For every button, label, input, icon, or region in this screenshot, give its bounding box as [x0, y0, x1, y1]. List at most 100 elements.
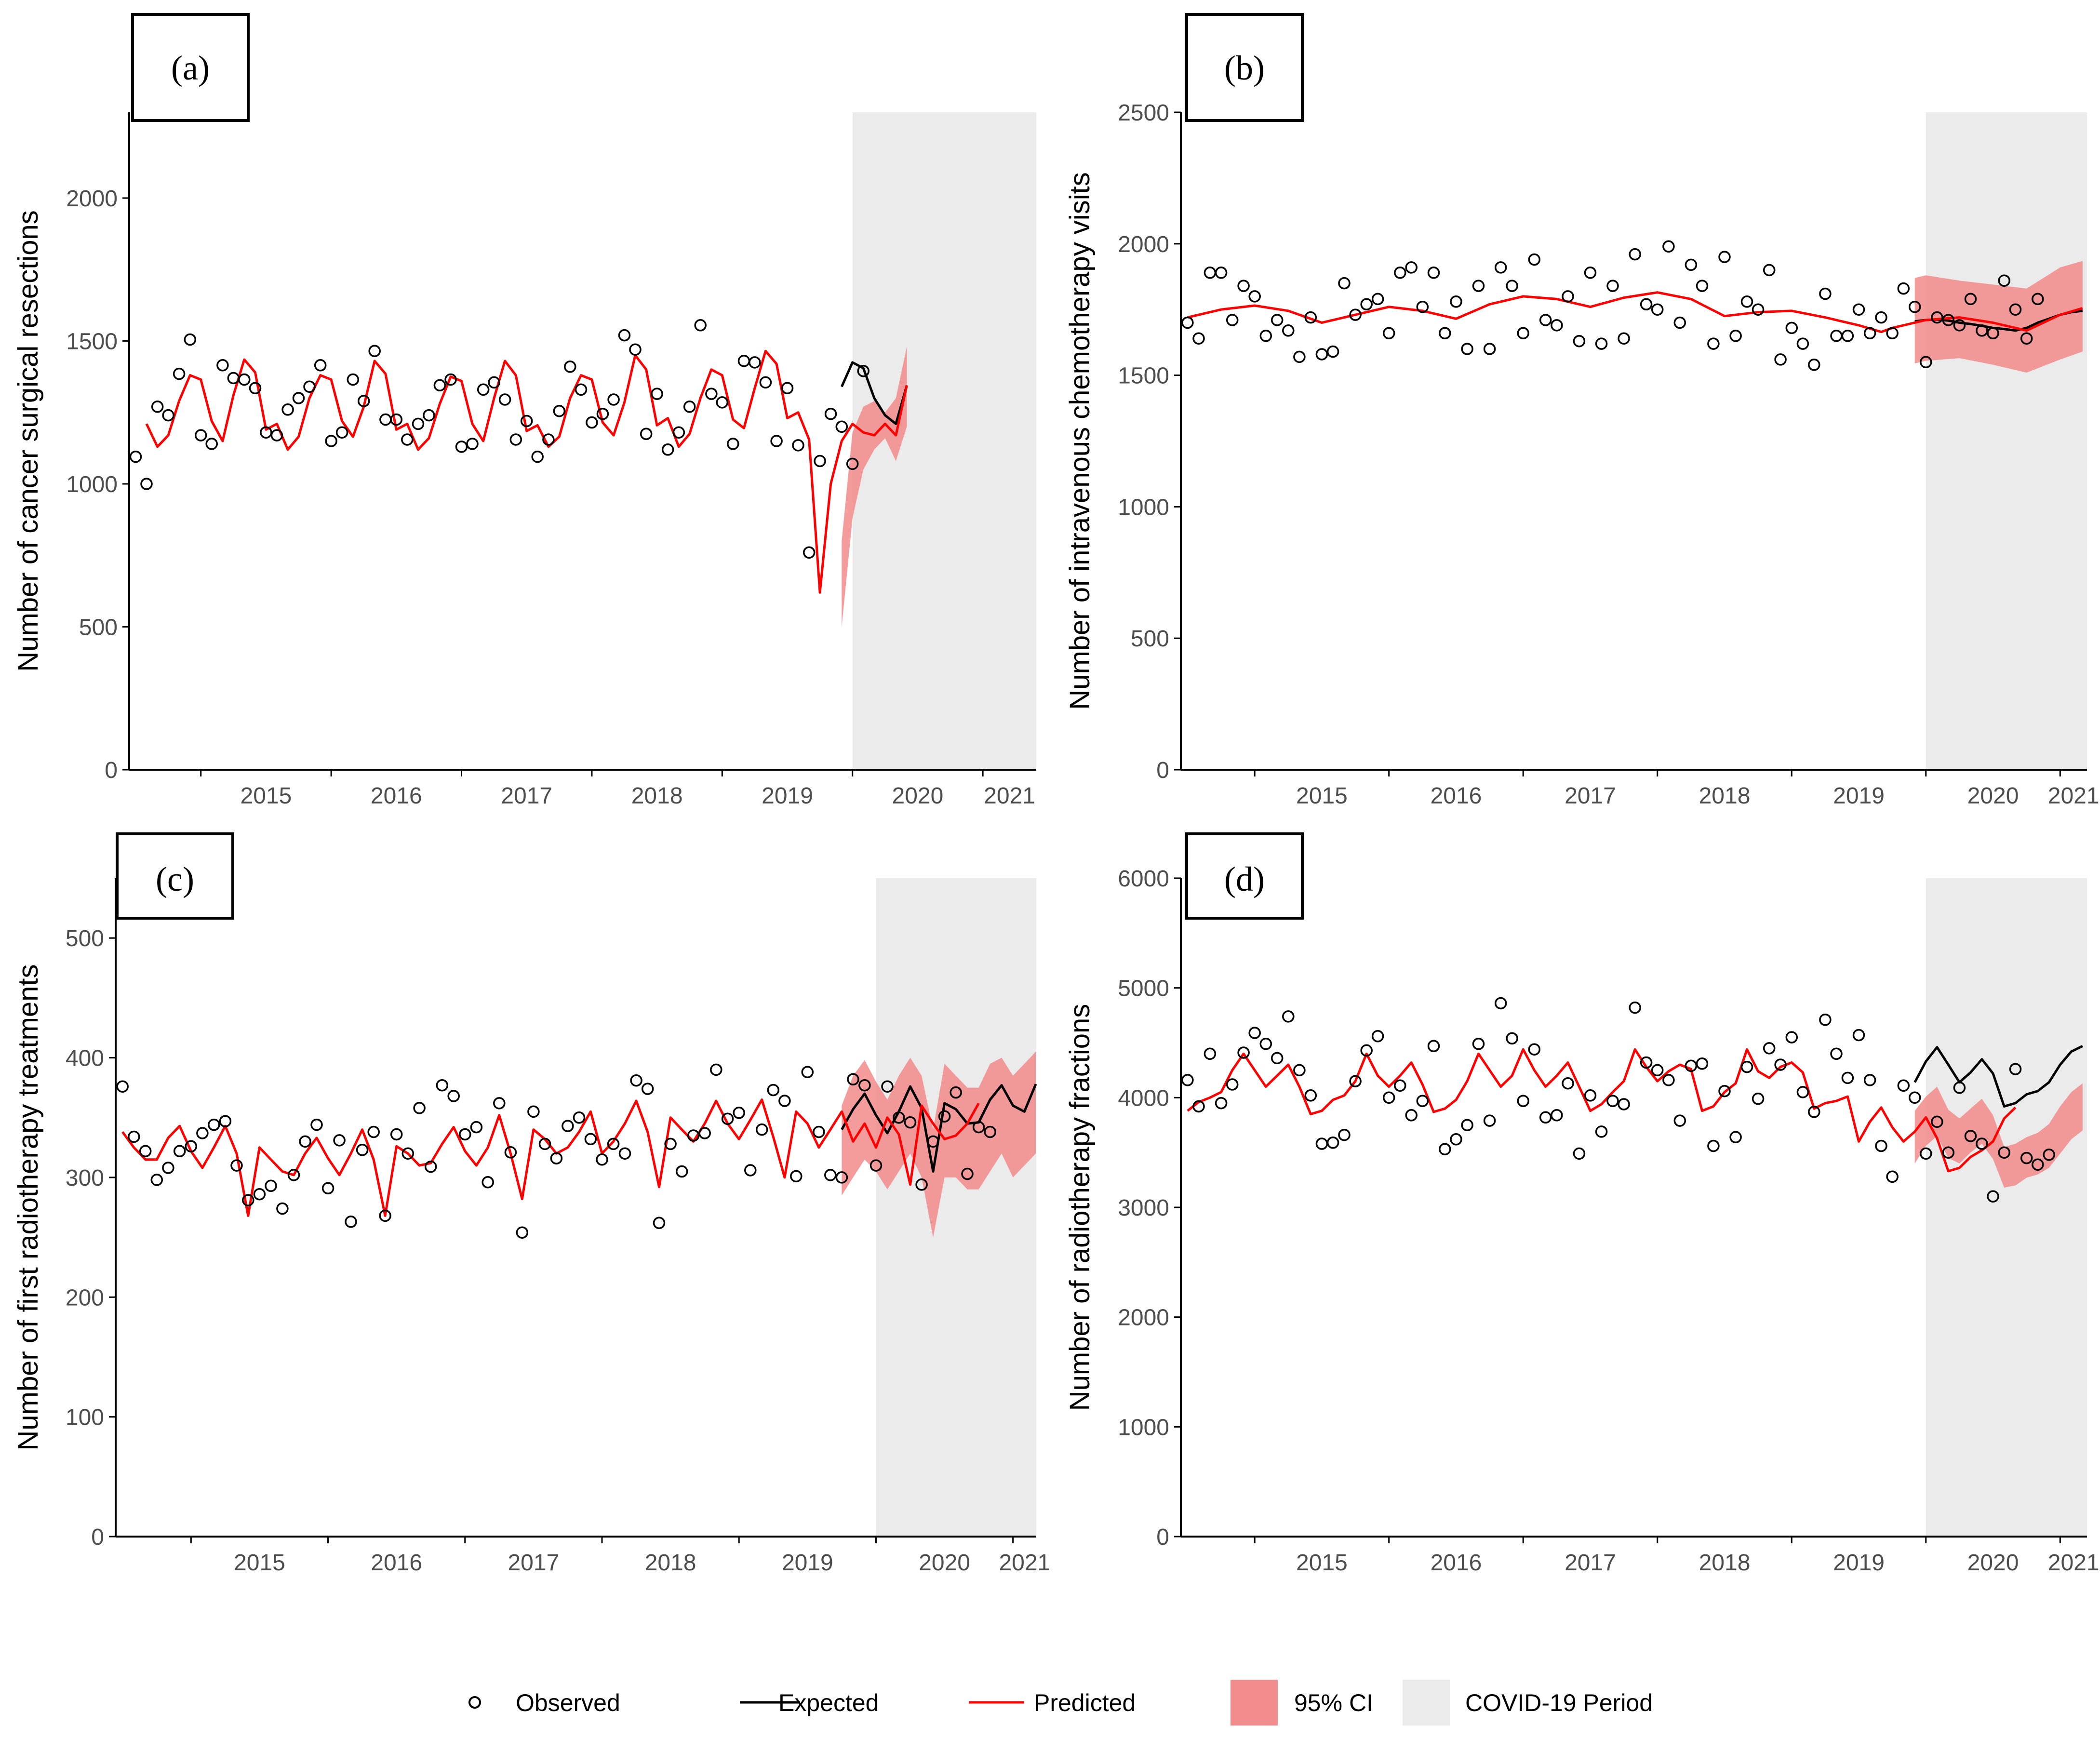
x-tick-label: 2018 — [1699, 783, 1751, 809]
observed-point — [1718, 251, 1731, 263]
observed-point — [205, 438, 218, 450]
observed-point — [710, 1063, 722, 1076]
observed-point — [1785, 321, 1798, 334]
observed-point — [857, 364, 869, 377]
observed-point — [1304, 311, 1317, 324]
observed-point — [705, 388, 718, 400]
expected-line — [841, 1084, 1037, 1173]
ci-ribbon — [1914, 1083, 2083, 1188]
observed-point — [249, 382, 262, 395]
observed-point — [194, 429, 207, 441]
observed-point — [253, 1188, 266, 1201]
observed-point — [424, 1160, 437, 1173]
observed-point — [1517, 1095, 1529, 1107]
x-tick-label: 2021 — [999, 1550, 1050, 1576]
observed-point — [173, 1145, 186, 1158]
observed-point — [904, 1116, 917, 1129]
x-tick-label: 2020 — [1967, 1550, 2019, 1576]
observed-point — [1696, 1057, 1709, 1070]
observed-point — [733, 1107, 745, 1119]
observed-point — [2009, 1063, 2022, 1075]
legend-ci-swatch — [1231, 1680, 1278, 1726]
observed-point — [1461, 343, 1473, 355]
observed-point — [1326, 345, 1339, 358]
panel-label-box — [1185, 832, 1304, 920]
observed-point — [653, 1217, 666, 1230]
x-tick-label: 2019 — [762, 783, 813, 809]
observed-point — [1472, 280, 1485, 292]
observed-point — [1416, 300, 1429, 313]
observed-point — [1326, 1136, 1339, 1149]
observed-point — [333, 1134, 346, 1147]
observed-point — [498, 393, 511, 406]
observed-point — [1315, 1137, 1328, 1150]
observed-point — [1998, 1146, 2010, 1159]
observed-points — [1181, 997, 2055, 1203]
observed-point — [1494, 261, 1507, 274]
observed-point — [1920, 1147, 1932, 1160]
observed-point — [755, 1123, 768, 1136]
observed-point — [390, 413, 403, 426]
observed-point — [390, 1128, 403, 1141]
observed-point — [630, 1074, 642, 1087]
observed-point — [1282, 324, 1295, 337]
observed-point — [1976, 1137, 1988, 1150]
observed-point — [2020, 332, 2033, 345]
y-tick-label: 200 — [66, 1285, 104, 1311]
observed-point — [1875, 1139, 1887, 1152]
observed-point — [520, 415, 533, 428]
observed-point — [1271, 1052, 1284, 1065]
predicted-line — [121, 1098, 980, 1217]
observed-point — [281, 403, 294, 416]
ci-ribbon — [842, 347, 907, 627]
observed-point — [531, 450, 544, 463]
observed-point — [139, 1145, 152, 1158]
observed-point — [1606, 280, 1619, 292]
observed-point — [1338, 1128, 1351, 1141]
observed-point — [1998, 274, 2010, 287]
observed-point — [727, 438, 739, 450]
observed-point — [749, 356, 761, 369]
observed-point — [1673, 316, 1686, 329]
observed-point — [150, 1174, 163, 1186]
observed-point — [1752, 1092, 1765, 1105]
predicted-line — [1187, 1048, 2017, 1173]
y-axis-title: Number of first radiotherapy treatments — [13, 964, 44, 1451]
covid-period-shade — [876, 878, 1036, 1537]
observed-point — [1371, 1030, 1384, 1043]
y-tick-label: 6000 — [1118, 866, 1169, 892]
observed-point — [1774, 353, 1787, 366]
observed-point — [242, 1194, 254, 1206]
observed-point — [1573, 1147, 1586, 1160]
observed-point — [835, 420, 848, 433]
observed-point — [984, 1125, 996, 1138]
observed-point — [869, 1159, 883, 1172]
observed-point — [1841, 330, 1854, 342]
observed-point — [276, 1202, 289, 1215]
observed-point — [1304, 1089, 1317, 1102]
observed-point — [466, 438, 479, 450]
observed-point — [423, 409, 435, 422]
observed-point — [1215, 1097, 1228, 1110]
observed-point — [1808, 359, 1820, 371]
observed-point — [1852, 303, 1865, 316]
observed-point — [1483, 1114, 1496, 1127]
observed-point — [1763, 1042, 1776, 1055]
panel-label: (c) — [156, 860, 194, 898]
observed-point — [596, 407, 609, 420]
observed-point — [303, 380, 316, 393]
observed-point — [1685, 258, 1698, 271]
legend-expected-label: Expected — [778, 1689, 879, 1716]
observed-point — [459, 1128, 471, 1141]
observed-point — [1584, 1089, 1597, 1102]
observed-point — [1606, 1095, 1619, 1107]
panel-label-box — [1185, 13, 1304, 122]
observed-point — [488, 376, 500, 389]
observed-point — [368, 345, 381, 357]
observed-point — [1427, 1040, 1440, 1053]
observed-point — [1528, 253, 1541, 266]
observed-point — [2043, 1148, 2055, 1161]
observed-point — [1897, 1079, 1910, 1092]
observed-point — [672, 426, 685, 439]
observed-point — [801, 1066, 814, 1079]
